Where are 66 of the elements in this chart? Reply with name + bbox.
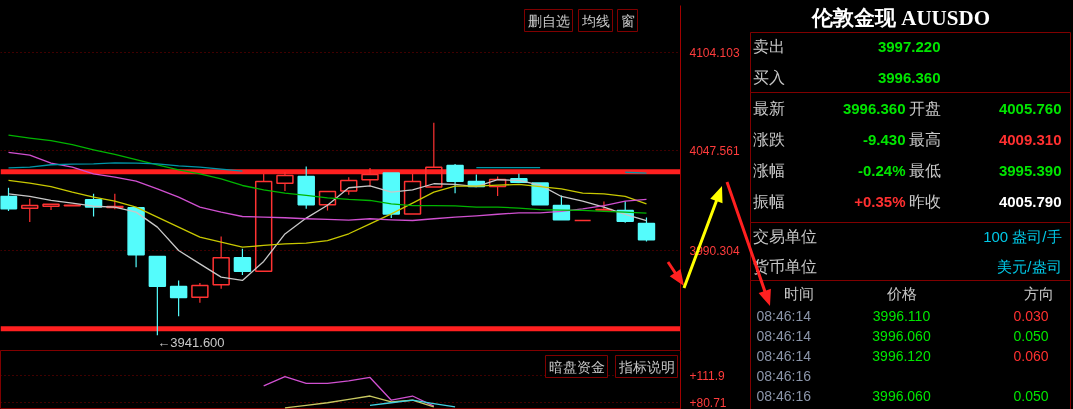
text: 3995.390 bbox=[998, 161, 1062, 179]
annotation: ←3941.600 bbox=[157, 335, 225, 351]
y-tick-label: 4104.103 bbox=[689, 45, 740, 60]
text: 时间 bbox=[783, 285, 814, 302]
y-tick-label: +80.71 bbox=[689, 395, 727, 409]
text: 3996.360 bbox=[842, 99, 906, 117]
text: 3996.120 bbox=[872, 347, 931, 364]
text: 涨幅 bbox=[752, 162, 785, 179]
text: 0.050 bbox=[1013, 327, 1049, 344]
text: 最新 bbox=[752, 100, 785, 117]
candlestick bbox=[127, 207, 145, 268]
text: 最低 bbox=[908, 162, 941, 179]
candlestick bbox=[573, 219, 592, 222]
text: 涨跌 bbox=[752, 131, 785, 148]
text: -0.24% bbox=[857, 162, 906, 179]
line-series bbox=[263, 375, 435, 407]
text: 美元/盎司 bbox=[997, 258, 1062, 275]
text: 4009.310 bbox=[998, 130, 1062, 148]
text: 方向 bbox=[1023, 285, 1054, 302]
text: 开盘 bbox=[908, 100, 941, 117]
annotation: 删自选 bbox=[527, 12, 570, 29]
annotation: 均线 bbox=[580, 12, 610, 29]
text: 0.030 bbox=[1013, 307, 1049, 324]
text: 100 盎司/手 bbox=[983, 228, 1062, 245]
text: 交易单位 bbox=[752, 228, 817, 245]
text: 卖出 bbox=[752, 38, 785, 55]
y-tick-label: 4047.561 bbox=[689, 144, 740, 159]
text: 3996.060 bbox=[872, 387, 931, 404]
candlestick bbox=[148, 255, 167, 336]
text: 0.060 bbox=[1013, 347, 1049, 364]
y-tick-label: +111.9 bbox=[689, 369, 726, 384]
text: 3997.220 bbox=[877, 37, 941, 55]
candlestick bbox=[63, 204, 82, 207]
text: -9.430 bbox=[862, 130, 906, 148]
text: 最高 bbox=[908, 131, 941, 148]
text: 3996.060 bbox=[872, 327, 931, 344]
line-series bbox=[7, 179, 648, 248]
text: 3996.110 bbox=[872, 307, 931, 324]
candlestick bbox=[191, 282, 209, 304]
annotation: 指标说明 bbox=[617, 358, 675, 375]
annotation: 暗盘资金 bbox=[548, 358, 605, 375]
candlestick bbox=[595, 200, 613, 211]
text: 4005.790 bbox=[998, 192, 1062, 210]
text: +0.35% bbox=[854, 193, 906, 210]
text: 08:46:14 bbox=[756, 347, 812, 364]
text: 4005.760 bbox=[998, 99, 1062, 117]
line-series bbox=[284, 395, 435, 409]
candlestick bbox=[425, 122, 443, 188]
text: 伦敦金现 AUUSDO bbox=[811, 5, 990, 30]
line-series bbox=[7, 151, 648, 222]
line-series bbox=[369, 399, 456, 408]
text: 买入 bbox=[752, 69, 785, 86]
text: 振幅 bbox=[752, 193, 785, 210]
candlestick bbox=[42, 203, 60, 211]
text: 3996.360 bbox=[877, 68, 941, 86]
text: 08:46:14 bbox=[756, 327, 812, 344]
candlestick bbox=[446, 163, 464, 194]
text: 价格 bbox=[885, 285, 917, 302]
text: 08:46:16 bbox=[756, 387, 812, 404]
candlestick bbox=[276, 171, 294, 192]
text: 0.050 bbox=[1013, 387, 1049, 404]
text: 08:46:16 bbox=[756, 367, 812, 384]
annotation: 窗 bbox=[620, 12, 635, 29]
text: 昨收 bbox=[908, 193, 941, 210]
candlestick bbox=[361, 167, 379, 188]
text: 08:46:14 bbox=[756, 307, 812, 324]
